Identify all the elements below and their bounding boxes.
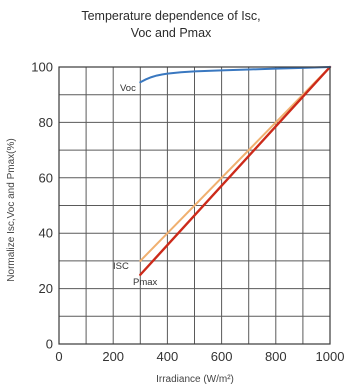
y-tick-label: 60	[39, 170, 53, 185]
plot-frame	[58, 66, 331, 345]
series-line-isc	[139, 66, 331, 262]
x-tick-label: 200	[102, 349, 124, 364]
chart-title-line-2: Voc and Pmax	[131, 26, 212, 40]
y-axis-label: Normalize Isc,Voc and Pmax(%)	[6, 138, 17, 281]
y-tick-label: 100	[31, 60, 53, 75]
x-axis-label: Irradiance (W/m²)	[156, 374, 234, 385]
x-tick-label: 1000	[316, 349, 345, 364]
series-label-isc: ISC	[113, 261, 129, 272]
series-layer	[139, 65, 332, 276]
series-line-pmax	[139, 65, 332, 276]
x-tick-label: 0	[55, 349, 62, 364]
y-tick-label: 0	[46, 337, 53, 352]
y-tick-label: 80	[39, 115, 53, 130]
x-tick-label: 400	[157, 349, 179, 364]
x-tick-label: 800	[265, 349, 287, 364]
x-tick-label: 600	[211, 349, 233, 364]
chart-title-line-1: Temperature dependence of Isc,	[81, 9, 260, 23]
series-label-voc: Voc	[120, 83, 136, 94]
series-line-voc	[139, 66, 331, 84]
y-tick-label: 20	[39, 281, 53, 296]
y-tick-label: 40	[39, 226, 53, 241]
tick-labels: 0 200 400 600 800 1000 0 20 40 60 80 100	[31, 60, 344, 365]
series-label-pmax: Pmax	[133, 277, 158, 288]
